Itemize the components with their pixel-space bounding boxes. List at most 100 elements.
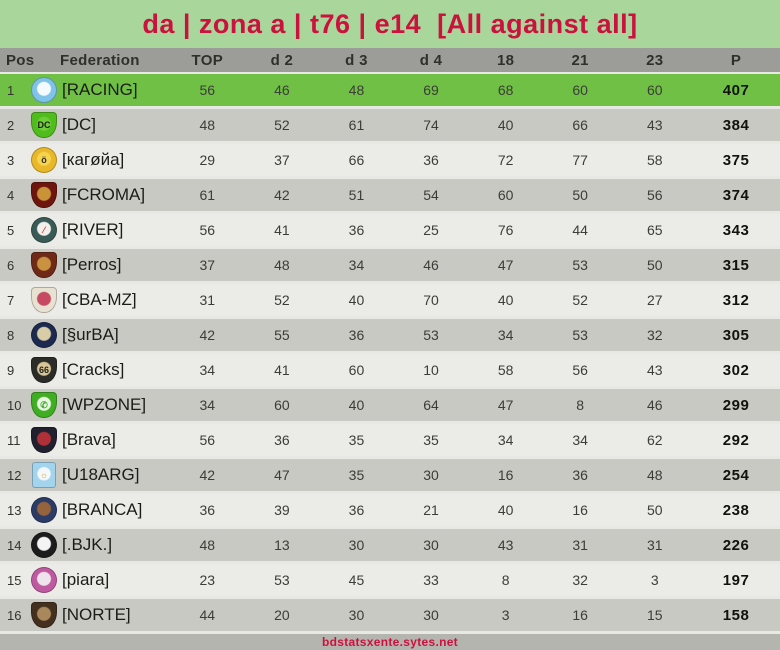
position-number: 6 (7, 257, 15, 273)
stat-d3: 30 (348, 607, 365, 623)
norte-crest-icon (31, 602, 57, 628)
points-total: 375 (722, 151, 750, 169)
badge-cell (26, 427, 62, 453)
stat-18: 68 (497, 82, 514, 98)
federation-name: [CBA-MZ] (62, 290, 137, 309)
cracks-crest-icon: 66 (31, 357, 57, 383)
stat-d3: 35 (348, 432, 365, 448)
points-total: 226 (722, 536, 750, 554)
stat-18: 40 (497, 502, 514, 518)
stat-d3: 60 (348, 362, 365, 378)
badge-cell (26, 77, 62, 103)
stat-d2: 39 (274, 502, 290, 518)
badge-cell: DC (26, 112, 62, 138)
stat-d3: 66 (348, 152, 365, 168)
racing-crest-icon (31, 77, 57, 103)
col-header-d-2: d 2 (270, 51, 294, 69)
badge-cell (26, 287, 62, 313)
cba-mz-crest-icon (31, 287, 57, 313)
federation-name: [WPZONE] (62, 395, 147, 414)
position-number: 3 (7, 152, 15, 168)
stat-23: 32 (646, 327, 663, 343)
stat-d4: 46 (423, 257, 439, 273)
stat-d4: 69 (423, 82, 439, 98)
points-total: 305 (722, 326, 750, 344)
stat-23: 60 (646, 82, 663, 98)
points-total: 299 (722, 396, 750, 414)
stat-d4: 30 (423, 607, 439, 623)
stat-d4: 25 (423, 222, 439, 238)
stat-d3: 40 (348, 292, 365, 308)
badge-cell: ☼ (26, 462, 62, 488)
table-row: 3 ö [кагøйа] 29 37 66 36 72 77 58 375 (0, 144, 780, 179)
position-number: 13 (7, 502, 22, 518)
position-number: 9 (7, 362, 15, 378)
stat-d4: 53 (423, 327, 439, 343)
stat-21: 77 (572, 152, 588, 168)
stat-d2: 41 (274, 362, 290, 378)
stat-21: 8 (576, 397, 585, 413)
table-row: 15 [piara] 23 53 45 33 8 32 3 197 (0, 564, 780, 599)
stat-d2: 53 (274, 572, 290, 588)
federation-name: [Cracks] (62, 360, 125, 379)
stat-18: 60 (497, 187, 514, 203)
federation-name: [RACING] (62, 80, 138, 99)
federation-name: [FCROMA] (62, 185, 146, 204)
stat-top: 29 (199, 152, 216, 168)
badge-cell (26, 532, 62, 558)
footer-bar: bdstatsxente.sytes.net (0, 634, 780, 650)
federation-name: [.BJK.] (62, 535, 113, 554)
stat-18: 40 (497, 117, 514, 133)
points-total: 158 (722, 606, 750, 624)
stat-d3: 48 (348, 82, 365, 98)
federation-name: [кагøйа] (62, 150, 125, 169)
badge-cell (26, 252, 62, 278)
col-header-top: TOP (191, 51, 224, 69)
stat-d2: 13 (274, 537, 290, 553)
col-header-23: 23 (646, 51, 664, 69)
wpzone-crest-icon: ✆ (31, 392, 57, 418)
stat-18: 47 (497, 257, 514, 273)
stat-18: 72 (497, 152, 514, 168)
stat-top: 36 (199, 502, 216, 518)
river-crest-icon: ⁄ (31, 217, 57, 243)
brava-crest-icon (31, 427, 57, 453)
position-number: 14 (7, 537, 22, 553)
stat-d4: 74 (423, 117, 439, 133)
federation-name: [§urBA] (62, 325, 119, 344)
position-number: 2 (7, 117, 15, 133)
stat-21: 44 (572, 222, 588, 238)
badge-cell: ✆ (26, 392, 62, 418)
federation-name: [Perros] (62, 255, 122, 274)
stat-23: 46 (646, 397, 663, 413)
points-total: 384 (722, 116, 750, 134)
points-total: 302 (722, 361, 750, 379)
federation-name: [NORTE] (62, 605, 131, 624)
badge-cell (26, 567, 62, 593)
col-header-18: 18 (496, 51, 515, 69)
stat-18: 3 (501, 607, 510, 623)
table-row: 10 ✆ [WPZONE] 34 60 40 64 47 8 46 299 (0, 389, 780, 424)
bjk-crest-icon (31, 532, 57, 558)
stat-d2: 60 (274, 397, 290, 413)
stat-18: 76 (497, 222, 514, 238)
stat-top: 44 (199, 607, 216, 623)
title-bar: da | zona a | t76 | e14 [All against all… (0, 0, 780, 48)
crest-glyph: ✆ (40, 399, 48, 410)
stat-d4: 21 (423, 502, 439, 518)
stat-d2: 46 (274, 82, 290, 98)
stat-21: 16 (572, 502, 588, 518)
stat-top: 23 (199, 572, 216, 588)
stat-d4: 30 (423, 537, 439, 553)
points-total: 197 (722, 571, 750, 589)
stat-top: 48 (199, 537, 216, 553)
stat-18: 34 (497, 432, 514, 448)
stat-d2: 37 (274, 152, 290, 168)
col-header-federation: Federation (60, 51, 140, 69)
stat-d3: 45 (348, 572, 365, 588)
table-row: 2 DC [DC] 48 52 61 74 40 66 43 384 (0, 109, 780, 144)
stat-d2: 52 (274, 117, 290, 133)
stat-d3: 36 (348, 222, 365, 238)
points-total: 312 (722, 291, 750, 309)
stat-d2: 55 (274, 327, 290, 343)
